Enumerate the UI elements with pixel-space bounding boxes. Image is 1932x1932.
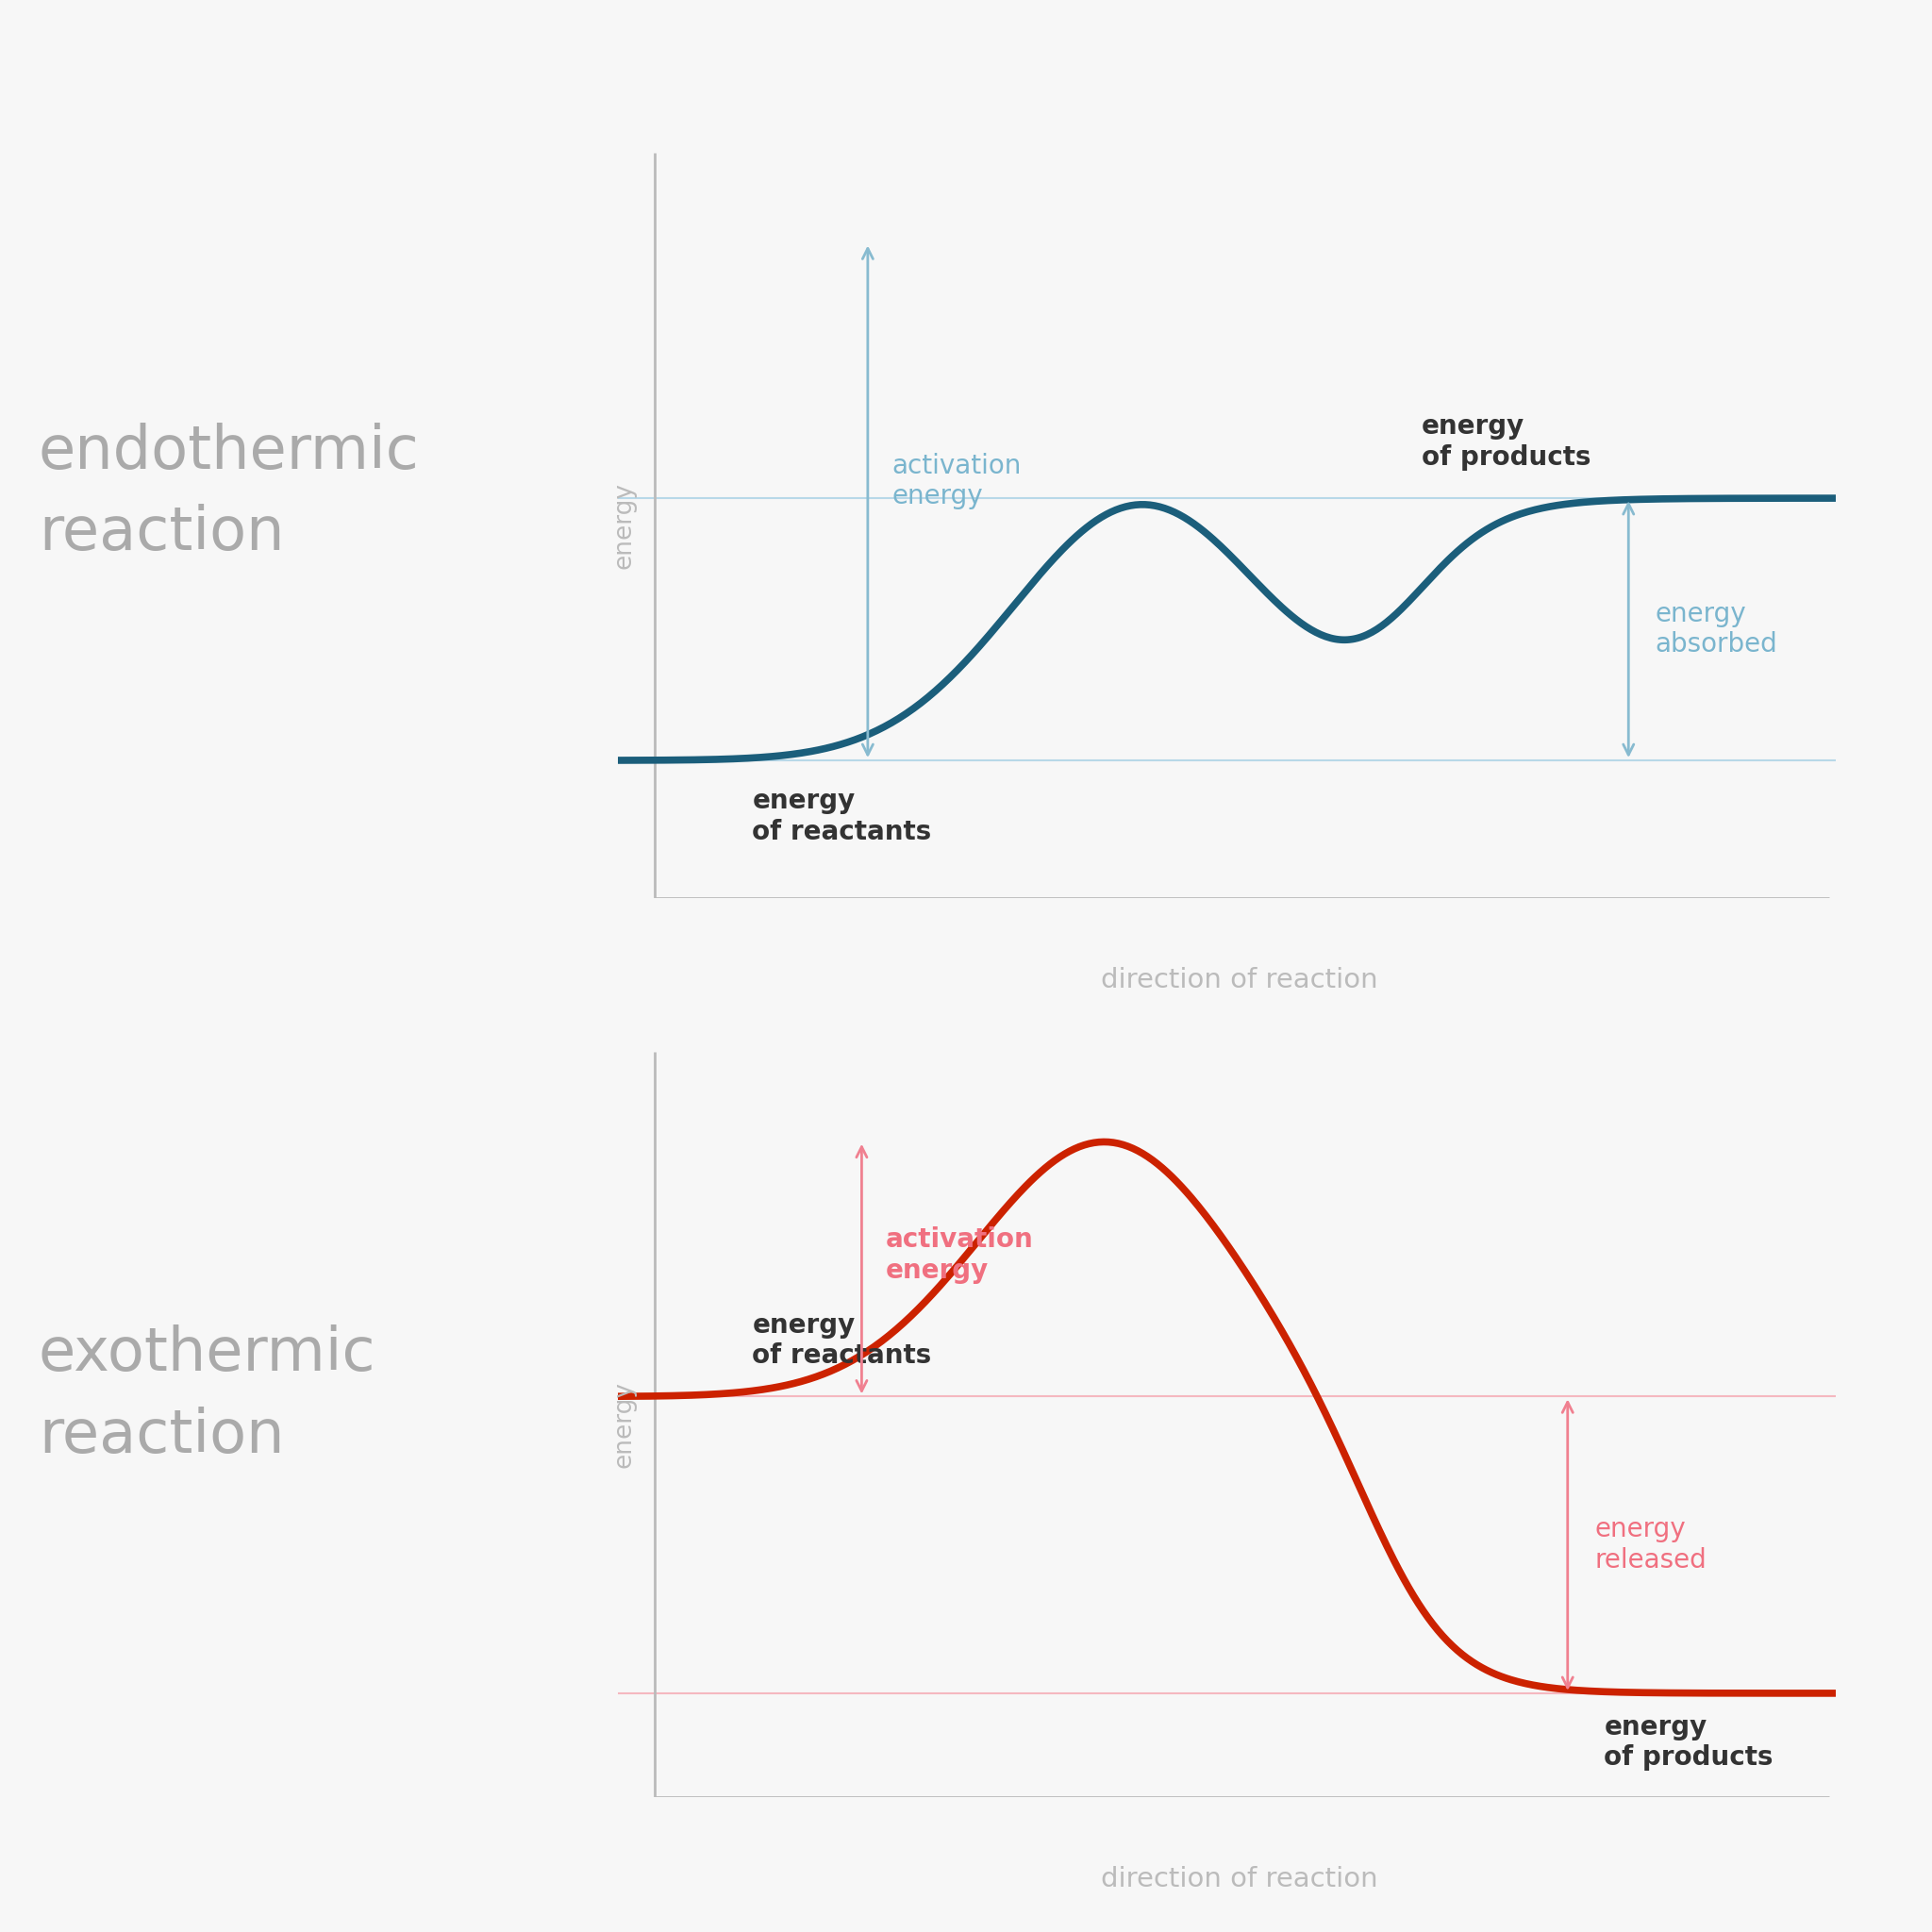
Text: energy
released: energy released — [1594, 1517, 1706, 1573]
Text: energy
of reactants: energy of reactants — [752, 1312, 931, 1370]
Text: direction of reaction: direction of reaction — [1101, 1866, 1378, 1891]
Text: direction of reaction: direction of reaction — [1101, 968, 1378, 993]
Text: endothermic
reaction: endothermic reaction — [39, 423, 419, 562]
Text: energy
of reactants: energy of reactants — [752, 788, 931, 844]
Text: activation
energy: activation energy — [887, 1227, 1034, 1283]
Text: energy
of products: energy of products — [1422, 413, 1590, 471]
Text: energy: energy — [612, 483, 636, 570]
Text: activation
energy: activation energy — [893, 452, 1022, 510]
Text: energy: energy — [612, 1381, 636, 1468]
Text: energy
absorbed: energy absorbed — [1656, 601, 1777, 657]
Text: energy
of products: energy of products — [1604, 1714, 1774, 1772]
Text: exothermic
reaction: exothermic reaction — [39, 1325, 377, 1464]
